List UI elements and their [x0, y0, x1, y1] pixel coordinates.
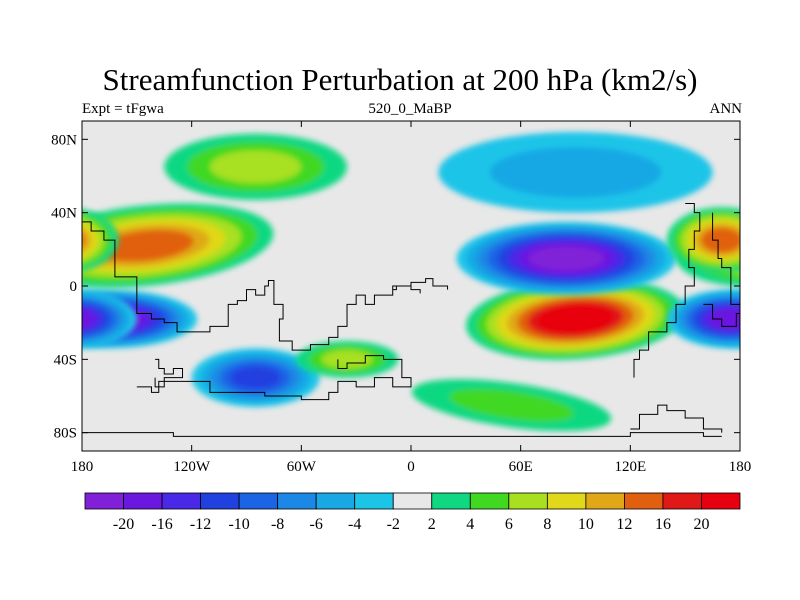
colorbar-label: 4: [466, 516, 474, 533]
contour-feature-high-southern-ocean: [411, 379, 612, 432]
contour-feature-high-south-atlantic: [295, 341, 399, 378]
coastline-1: [154, 358, 184, 388]
colorbar-label: -20: [113, 516, 134, 533]
colorbar-swatch: [624, 492, 664, 510]
x-tick-label: 120E: [614, 459, 646, 475]
contour-field: [82, 132, 740, 432]
colorbar-swatch: [508, 492, 548, 510]
y-tick-label: 40N: [51, 206, 77, 222]
coastline-5: [630, 404, 723, 433]
colorbar-label: 6: [505, 516, 513, 533]
x-tick-label: 0: [407, 459, 415, 475]
contour-feature-high-eastern-hemisphere-tropics: [466, 278, 685, 360]
colorbar-swatch: [354, 492, 394, 510]
coastline-3: [82, 432, 722, 437]
coastline-6: [633, 203, 701, 378]
contour-feature-high-west-pacific-subtropics: [82, 207, 740, 274]
contour-feature-low-north-eurasia: [438, 132, 713, 213]
colorbar-swatch: [585, 492, 625, 510]
y-tick-label: 80N: [51, 132, 77, 148]
coastline-0: [82, 221, 421, 351]
colorbar-label: -2: [387, 516, 400, 533]
colorbar: -20 -16 -12 -10 -8 -6 -4 -2 2 4 6 8 10 12 16 20: [84, 492, 741, 533]
colorbar-swatch: [431, 492, 471, 510]
x-tick-label: 60W: [287, 459, 317, 475]
colorbar-swatch: [546, 492, 587, 510]
colorbar-label: 20: [693, 516, 709, 533]
colorbar-label: 10: [578, 516, 594, 533]
colorbar-label: 12: [616, 516, 632, 533]
colorbar-swatch: [701, 492, 741, 510]
colorbar-swatch: [392, 492, 433, 510]
coastlines: [82, 203, 740, 437]
coastline-2: [136, 355, 412, 401]
chart-title: Streamfunction Perturbation at 200 hPa (…: [102, 62, 698, 97]
subtitle-left: Expt = tFgwa: [82, 101, 164, 117]
colorbar-swatch: [277, 492, 317, 510]
coastline-4: [392, 278, 449, 291]
colorbar-swatch: [315, 492, 356, 510]
y-tick-label: 0: [70, 279, 78, 295]
colorbar-label: -10: [228, 516, 249, 533]
colorbar-swatch: [84, 492, 124, 510]
colorbar-label: -16: [151, 516, 172, 533]
colorbar-label: -4: [348, 516, 361, 533]
colorbar-label: -6: [310, 516, 323, 533]
x-tick-label: 180: [71, 459, 94, 475]
colorbar-label: 2: [428, 516, 436, 533]
subtitle-right: ANN: [709, 101, 743, 117]
contour-feature-low-asia-subtropics: [456, 221, 677, 296]
subtitle-center: 520_0_MaBP: [368, 101, 452, 117]
colorbar-swatch: [662, 492, 702, 510]
colorbar-swatch: [238, 492, 279, 510]
colorbar-label: 8: [543, 516, 551, 533]
coastline-7: [703, 212, 740, 327]
x-tick-label: 180: [729, 459, 752, 475]
colorbar-swatch: [123, 492, 163, 510]
y-tick-label: 40S: [54, 352, 77, 368]
y-tick-label: 80S: [54, 426, 77, 442]
colorbar-label: 16: [655, 516, 671, 533]
contour-feature-high-north-atlantic: [164, 133, 348, 200]
colorbar-swatch: [161, 492, 201, 510]
x-tick-label: 60E: [509, 459, 533, 475]
colorbar-swatch: [469, 492, 510, 510]
colorbar-label: -12: [190, 516, 211, 533]
x-tick-label: 120W: [173, 459, 211, 475]
colorbar-swatch: [200, 492, 240, 510]
axis-ticks: 180 120W 60W 0 60E 120E 180 80N 40N 0 40S 80S: [51, 121, 751, 475]
colorbar-label: -8: [271, 516, 284, 533]
